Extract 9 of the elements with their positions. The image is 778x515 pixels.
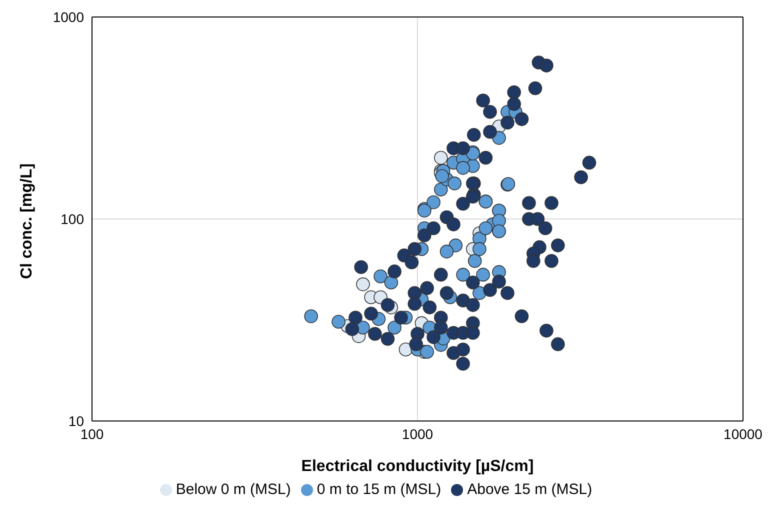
x-tick-label: 1000: [402, 426, 434, 442]
x-tick-label: 10000: [724, 426, 763, 442]
y-axis-title: Cl conc. [mg/L]: [18, 163, 36, 279]
legend-label: Below 0 m (MSL): [176, 481, 291, 498]
legend-label: 0 m to 15 m (MSL): [316, 481, 442, 498]
x-axis-title: Electrical conductivity [µS/cm]: [301, 458, 534, 475]
y-tick-label: 1000: [52, 8, 84, 25]
y-tick-label: 100: [60, 210, 84, 227]
legend-label: Above 15 m (MSL): [467, 481, 592, 498]
